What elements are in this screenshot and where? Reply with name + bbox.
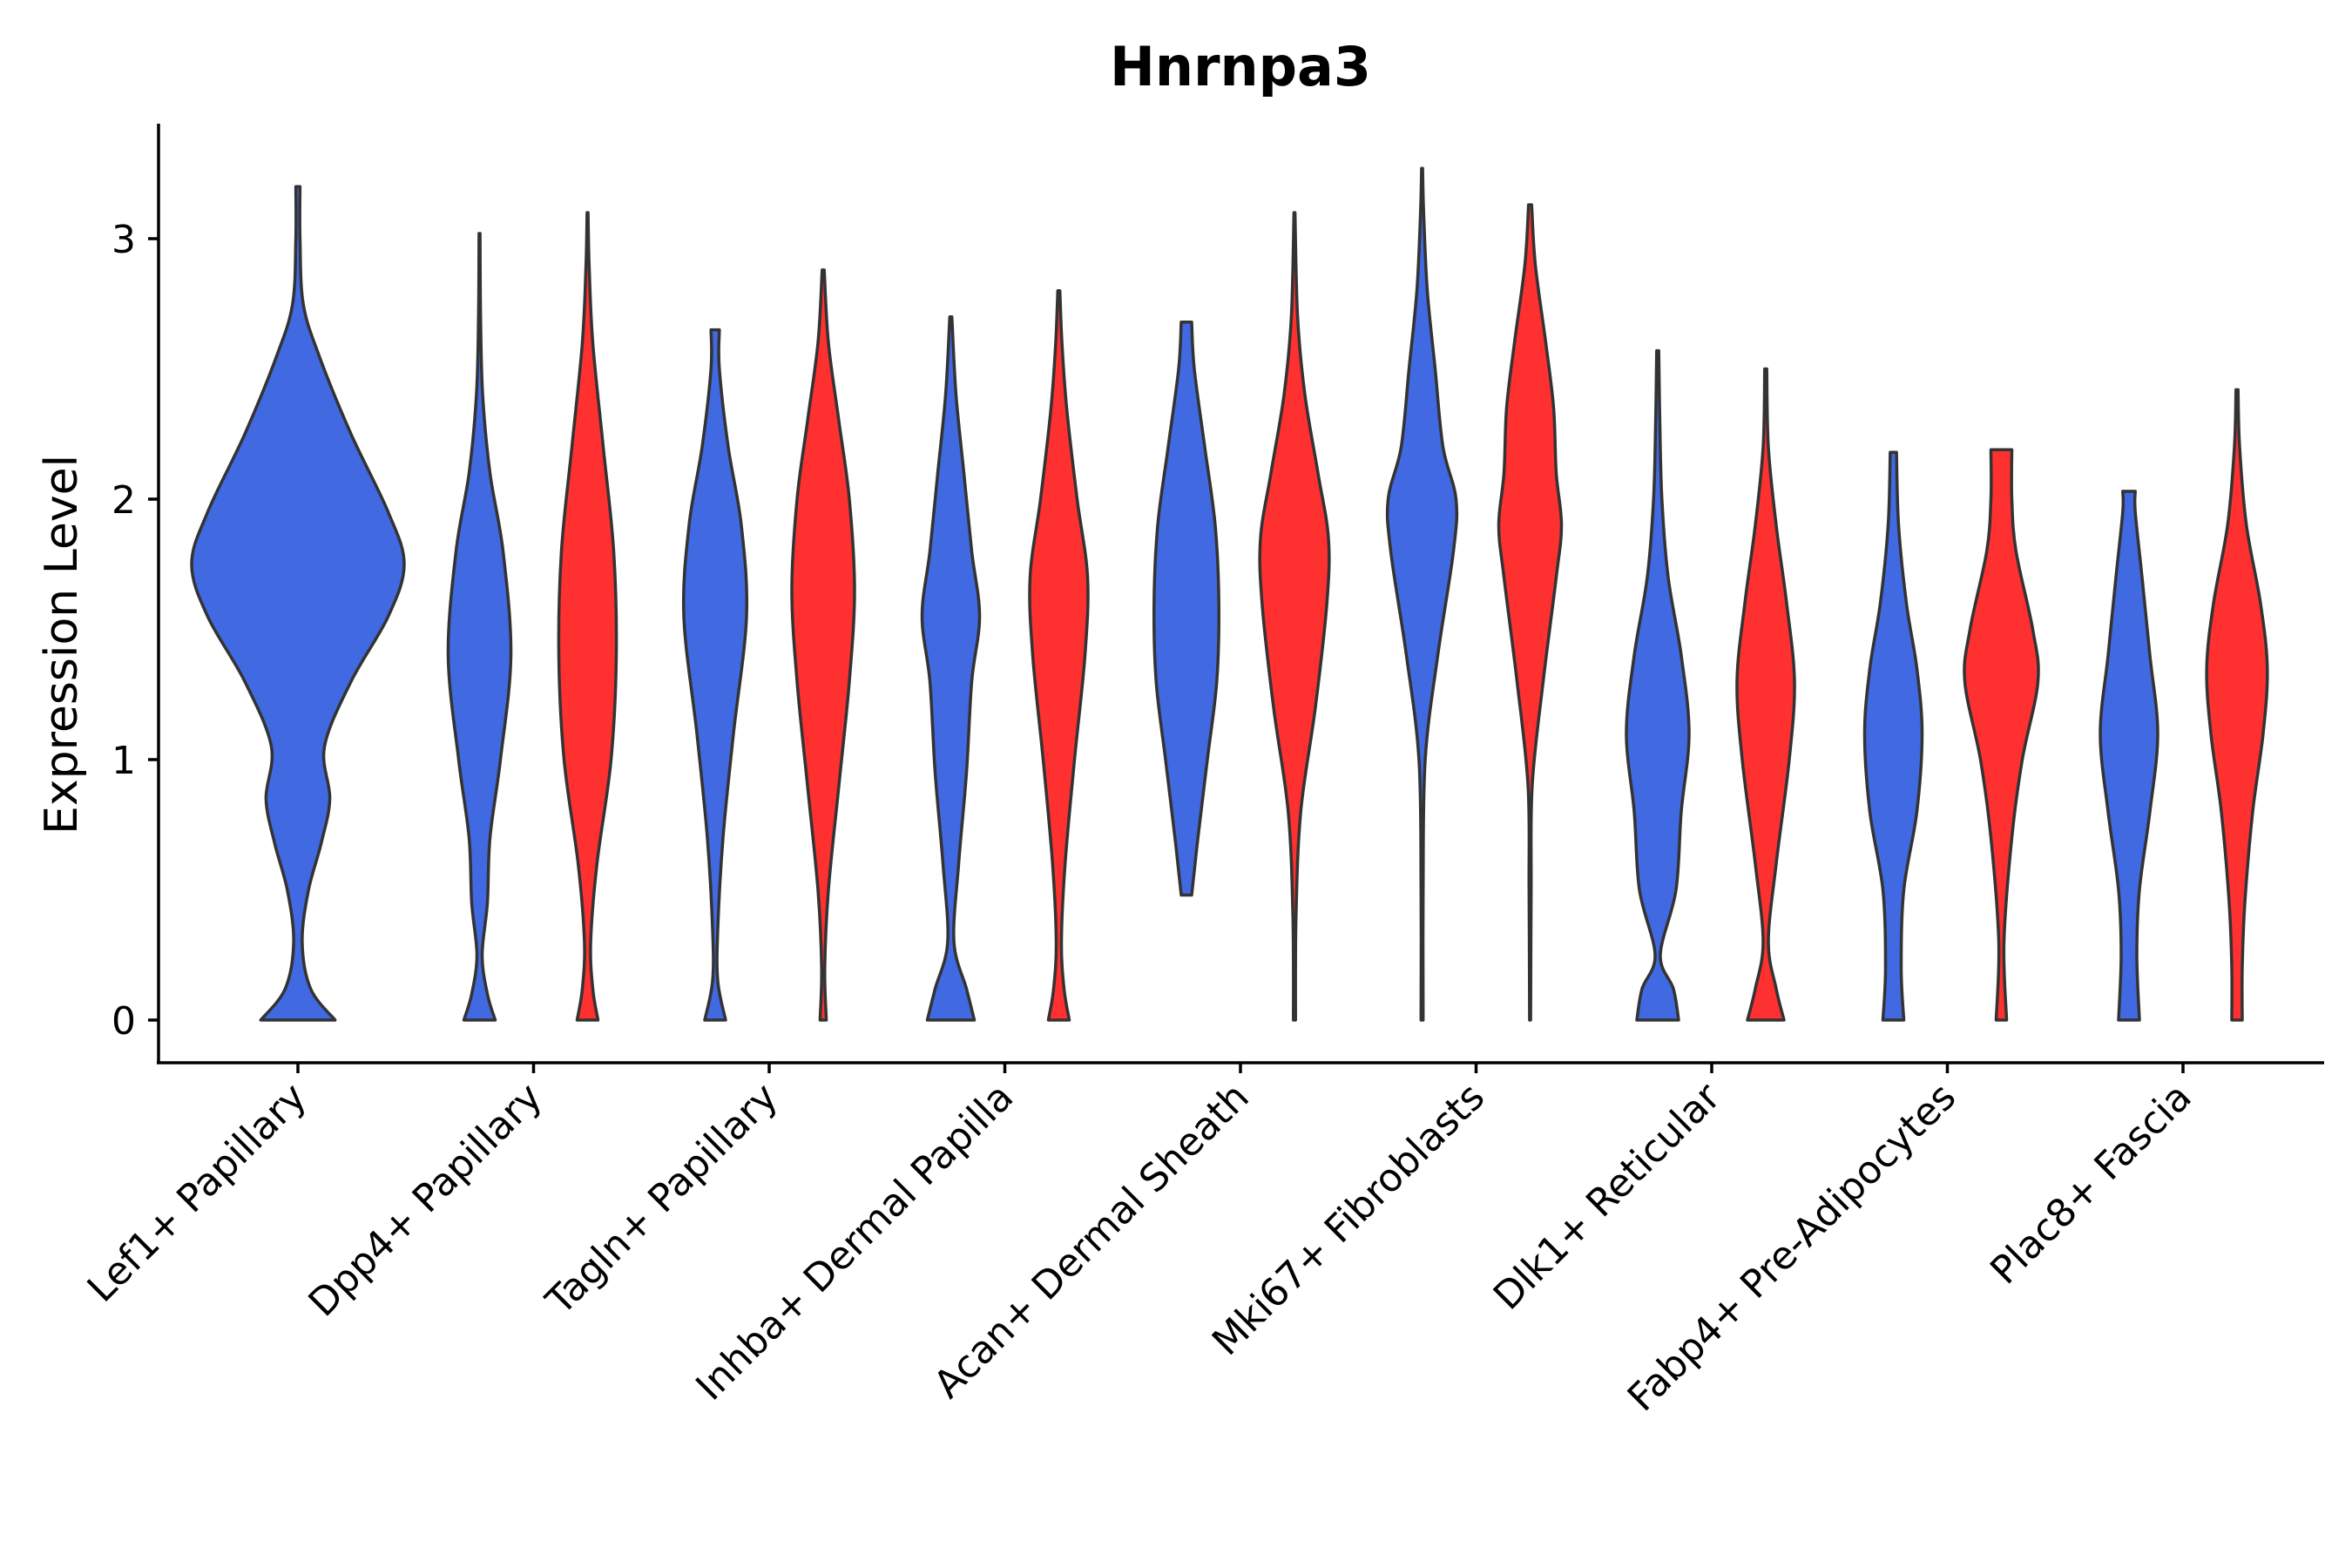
violin-b-7 — [1963, 448, 2040, 1022]
violin-b-4 — [1258, 211, 1331, 1022]
violins-layer — [190, 166, 2269, 1022]
x-tick-label: Mki67+ Fibroblasts — [1204, 1075, 1493, 1364]
y-tick-label: 3 — [112, 218, 136, 262]
violin-a-8 — [2099, 490, 2159, 1022]
violin-a-2 — [681, 328, 749, 1022]
violin-b-1 — [557, 211, 618, 1022]
chart-title: Hnrnpa3 — [1110, 35, 1371, 98]
x-tick-label: Dlk1+ Reticular — [1485, 1074, 1730, 1319]
violin-b-2 — [790, 268, 856, 1022]
violin-a-3 — [920, 314, 982, 1022]
violin-a-4 — [1152, 320, 1221, 897]
violin-a-1 — [446, 232, 513, 1022]
x-tick-label: Plac8+ Fascia — [1982, 1075, 2200, 1294]
violin-b-8 — [2205, 388, 2269, 1022]
violin-b-5 — [1497, 203, 1564, 1022]
x-tick-label: Lef1+ Papillary — [79, 1075, 315, 1311]
violin-a-7 — [1862, 450, 1924, 1022]
y-axis-label: Expression Level — [36, 455, 88, 835]
x-tick-label: Dpp4+ Papillary — [301, 1075, 551, 1326]
y-ticks: 0 1 2 3 — [112, 218, 159, 1044]
y-tick-label: 2 — [112, 478, 136, 523]
violin-a-0 — [190, 185, 406, 1022]
y-tick-label: 0 — [112, 999, 136, 1044]
violin-b-6 — [1735, 367, 1796, 1022]
violin-a-6 — [1625, 348, 1691, 1022]
y-tick-label: 1 — [112, 739, 136, 783]
violin-a-5 — [1385, 166, 1459, 1022]
x-tick-label: Tagln+ Papillary — [537, 1075, 787, 1324]
violin-b-3 — [1028, 289, 1090, 1022]
